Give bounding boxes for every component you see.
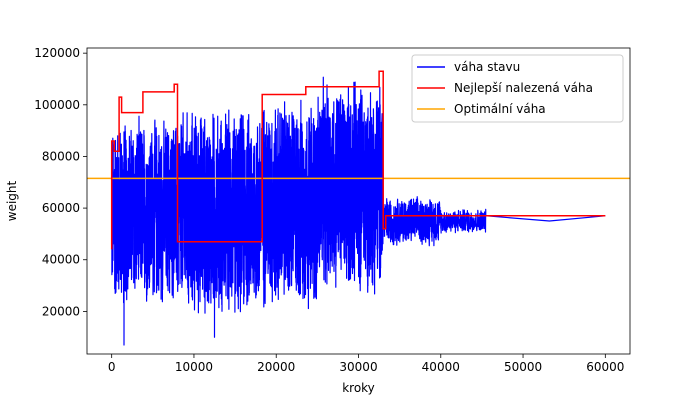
legend-label-vaha-stavu: váha stavu	[454, 60, 520, 74]
x-tick-label: 50000	[504, 360, 542, 374]
y-tick-label: 20000	[42, 304, 80, 318]
legend-label-optimalni-vaha: Optimální váha	[454, 102, 546, 116]
x-tick-label: 0	[108, 360, 116, 374]
x-axis-label: kroky	[342, 381, 375, 395]
legend-label-nejlepsi-vaha: Nejlepší nalezená váha	[454, 81, 593, 95]
y-tick-label: 100000	[34, 98, 80, 112]
y-tick-label: 40000	[42, 253, 80, 267]
y-tick-label: 60000	[42, 201, 80, 215]
y-tick-label: 80000	[42, 149, 80, 163]
y-tick-label: 120000	[34, 46, 80, 60]
series-nejlepsi-vaha-line	[110, 70, 606, 250]
x-tick-label: 20000	[257, 360, 295, 374]
plot-area	[87, 70, 630, 346]
x-tick-label: 60000	[586, 360, 624, 374]
x-tick-label: 10000	[175, 360, 213, 374]
legend: váha stavu Nejlepší nalezená váha Optimá…	[411, 54, 624, 123]
x-tick-label: 40000	[422, 360, 460, 374]
legend-box	[411, 54, 624, 123]
axis-ticks: 0 10000 20000 30000 40000 50000 60000 20000 4000…	[34, 46, 624, 374]
x-tick-label: 30000	[339, 360, 377, 374]
y-axis-label: weight	[5, 180, 19, 221]
